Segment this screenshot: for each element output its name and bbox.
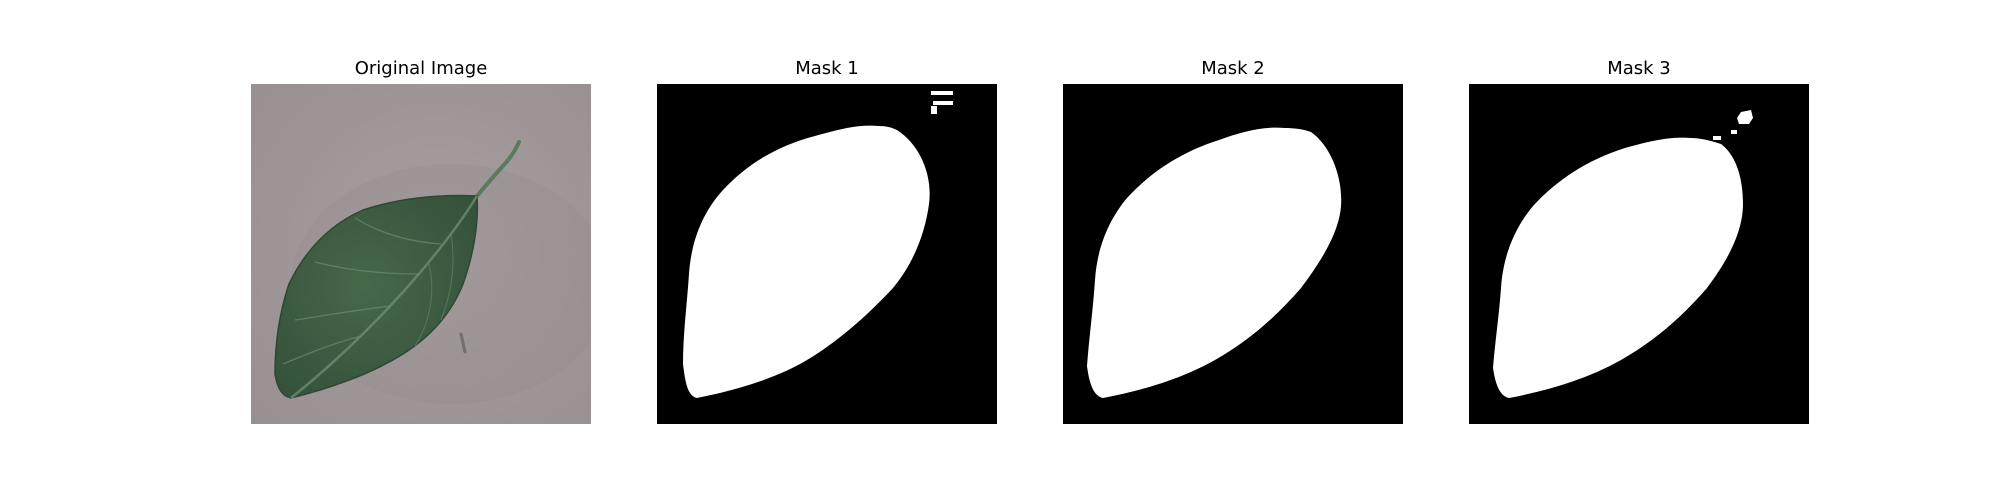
- mask-1-noise-3: [931, 106, 937, 114]
- mask-1-panel: Mask 1: [657, 0, 997, 500]
- mask-1-leaf-region: [683, 125, 930, 398]
- mask-3-title: Mask 3: [1607, 58, 1671, 79]
- original-leaf-photo: [251, 84, 591, 424]
- mask-2-panel: Mask 2: [1063, 0, 1403, 500]
- mask-3-noise-1: [1737, 110, 1753, 124]
- original-image-title: Original Image: [354, 58, 488, 79]
- mask-2-leaf-region: [1087, 127, 1342, 398]
- leaf-stem: [475, 140, 521, 198]
- mask-3-noise-3: [1713, 136, 1721, 140]
- mask-2-title: Mask 2: [1201, 58, 1265, 79]
- original-image-panel: Original Image: [251, 0, 591, 500]
- mask-3-image: [1469, 84, 1809, 424]
- mask-1-image: [657, 84, 997, 424]
- mask-1-title: Mask 1: [795, 58, 859, 79]
- mask-3-noise-2: [1731, 130, 1737, 134]
- leaf-vein-main: [290, 195, 479, 399]
- mask-3-panel: Mask 3: [1469, 0, 1809, 500]
- mask-2-image: [1063, 84, 1403, 424]
- mask-1-noise-2: [933, 101, 953, 105]
- mask-3-leaf-region: [1493, 137, 1743, 398]
- mask-1-noise-1: [931, 91, 953, 95]
